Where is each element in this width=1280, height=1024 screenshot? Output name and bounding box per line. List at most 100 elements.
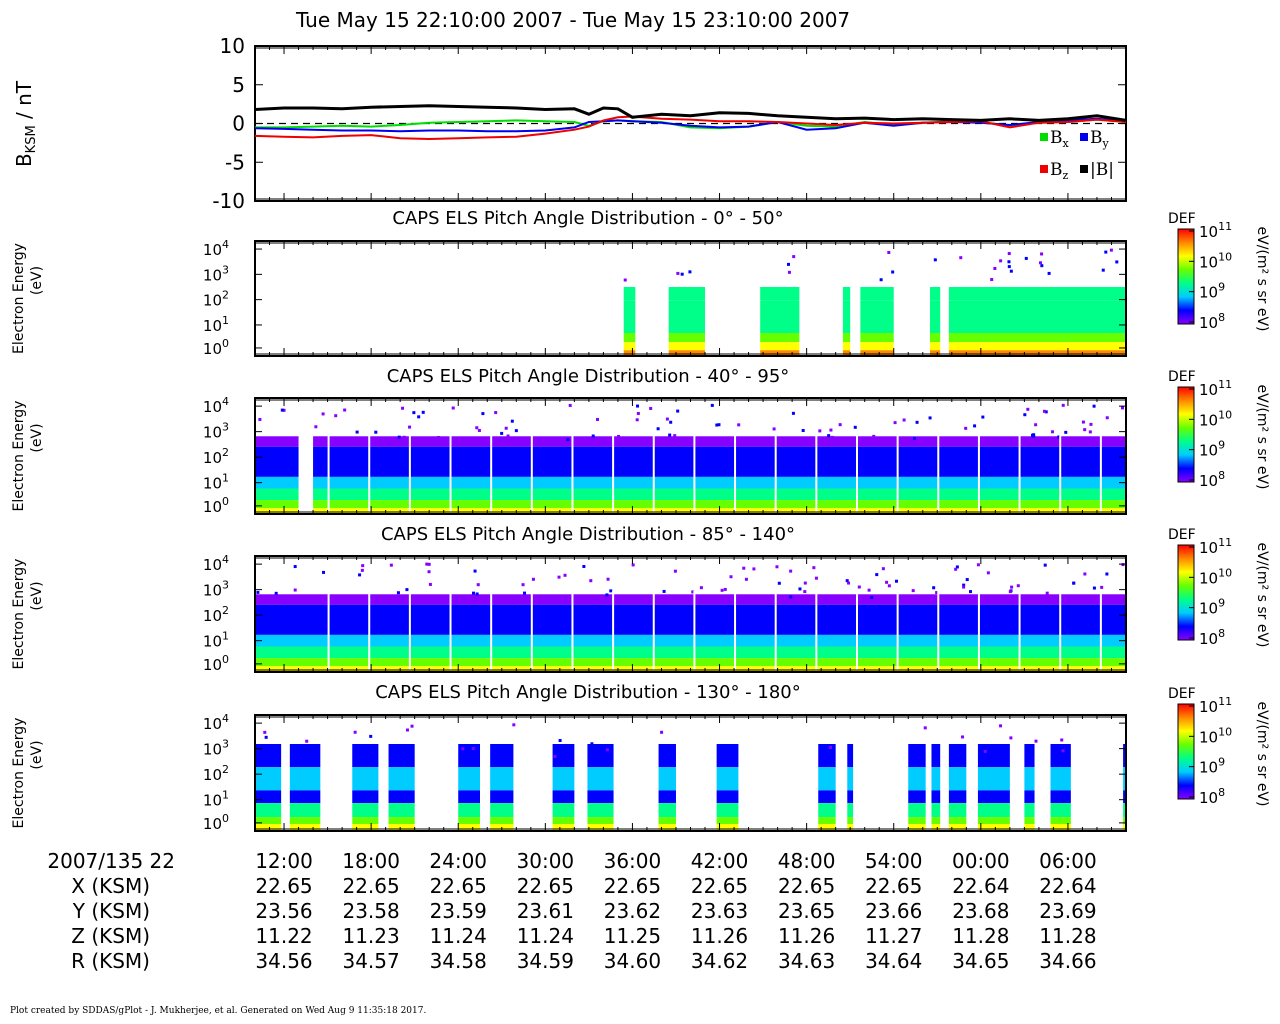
spectrogram-block — [352, 824, 379, 831]
spectrogram-block — [388, 824, 415, 831]
spectrogram-speck — [1081, 595, 1085, 599]
ephemeris-value: 22.65 — [690, 874, 749, 898]
ephemeris-row-label: Z (KSM) — [71, 924, 150, 948]
spectrogram-block — [552, 767, 575, 791]
spectrogram-speck — [649, 406, 653, 410]
spectrogram-speck — [915, 420, 919, 424]
spectrogram-speck — [1039, 261, 1043, 265]
spectrogram-block — [818, 767, 836, 791]
y-axis-label: (eV) — [29, 581, 45, 610]
y-tick-label: 100 — [203, 337, 229, 358]
ephemeris-value: 34.59 — [516, 949, 574, 973]
spectrogram-block — [255, 604, 1126, 635]
y-tick-label: 103 — [203, 579, 229, 600]
spectrogram-speck — [355, 430, 359, 434]
time-tick-label: 12:00 — [255, 849, 313, 873]
spectrogram-block — [948, 744, 967, 768]
spectrogram-block — [818, 817, 836, 825]
y-tick-label: 101 — [203, 314, 229, 335]
spectrogram-block — [255, 634, 1126, 647]
spectrogram-block — [458, 790, 481, 804]
spectrogram-speck — [500, 431, 504, 435]
spectrogram-speck — [729, 575, 733, 579]
spectrogram-block — [668, 321, 706, 333]
y-tick-label: 5 — [232, 73, 245, 97]
spectrogram-block — [716, 817, 739, 825]
spectrogram-speck — [476, 583, 480, 587]
spectrogram-block — [255, 594, 1126, 605]
spectrogram-panel-2: CAPS ELS Pitch Angle Distribution - 40° … — [11, 366, 1270, 516]
spectrogram-block — [860, 321, 894, 333]
spectrogram-block — [948, 333, 1126, 343]
y-tick-label: -5 — [225, 150, 245, 174]
y-axis-label: (eV) — [29, 740, 45, 769]
colorbar-units: eV/(m² s sr eV) — [1254, 227, 1270, 332]
spectrogram-block — [948, 767, 967, 791]
spectrogram-block — [490, 790, 514, 804]
spectrogram-block — [977, 824, 1010, 831]
spectrogram-speck — [829, 745, 833, 749]
spectrogram-speck — [334, 414, 338, 418]
spectrogram-speck — [715, 423, 719, 427]
spectrogram-block — [977, 744, 1010, 768]
spectrogram-speck — [789, 569, 793, 573]
spectrogram-block — [842, 350, 851, 356]
spectrogram-block — [930, 350, 941, 356]
ephemeris-value: 11.24 — [429, 924, 487, 948]
spectrogram-block — [1123, 817, 1126, 825]
spectrogram-speck — [531, 577, 535, 581]
spectrogram-speck — [969, 590, 973, 594]
spectrogram-speck — [595, 417, 599, 421]
spectrogram-speck — [801, 428, 805, 432]
spectrogram-block — [255, 824, 282, 831]
spectrogram-speck — [680, 272, 684, 276]
spectrogram-speck — [1042, 409, 1046, 413]
time-tick-label: 36:00 — [603, 849, 662, 873]
spectrogram-speck — [582, 564, 586, 568]
ephemeris-value: 11.26 — [690, 924, 749, 948]
spectrogram-speck — [471, 591, 475, 595]
spectrogram-speck — [902, 418, 906, 422]
ephemeris-row-label: Y (KSM) — [72, 899, 150, 923]
spectrogram-speck — [606, 577, 610, 581]
spectrogram-block — [1050, 803, 1071, 818]
spectrogram-speck — [964, 426, 968, 430]
spectrogram-block — [948, 321, 1126, 333]
spectrogram-speck — [933, 258, 937, 262]
spectrogram-speck — [427, 562, 431, 566]
spectrogram-block — [842, 333, 851, 343]
spectrogram-block — [388, 790, 415, 804]
spectrogram-block — [623, 342, 636, 351]
legend-swatch-bz — [1040, 165, 1048, 173]
spectrogram-speck — [471, 747, 475, 751]
spectrogram-speck — [1008, 590, 1012, 594]
ephemeris-row-label: R (KSM) — [71, 949, 150, 973]
spectrogram-speck — [911, 589, 915, 593]
spectrogram-block — [842, 287, 851, 301]
data-gap-stripe — [368, 432, 371, 512]
spectrogram-block — [587, 767, 614, 791]
spectrogram-speck — [436, 436, 440, 440]
spectrogram-speck — [885, 580, 889, 584]
spectrogram-speck — [1044, 410, 1048, 414]
spectrogram-block — [552, 824, 575, 831]
colorbar-tick-label: 108 — [1199, 311, 1225, 332]
spectrogram-speck — [973, 424, 977, 428]
figure-title: Tue May 15 22:10:00 2007 - Tue May 15 23… — [296, 8, 851, 32]
spectrogram-block — [860, 300, 894, 322]
y-tick-label: 102 — [203, 289, 229, 310]
spectrogram-speck — [506, 434, 510, 438]
spectrogram-speck — [1083, 572, 1087, 576]
spectrogram-block — [948, 824, 967, 831]
spectrogram-speck — [870, 595, 874, 599]
ephemeris-value: 11.24 — [516, 924, 574, 948]
spectrogram-speck — [1024, 256, 1028, 260]
ephemeris-value: 22.65 — [342, 874, 400, 898]
legend-label-by: By — [1090, 128, 1110, 150]
legend-label-bmag: |B| — [1090, 160, 1114, 180]
spectrogram-speck — [1009, 736, 1013, 740]
spectrogram-speck — [752, 567, 756, 571]
ephemeris-value: 34.60 — [603, 949, 662, 973]
y-axis-label: (eV) — [29, 266, 45, 295]
